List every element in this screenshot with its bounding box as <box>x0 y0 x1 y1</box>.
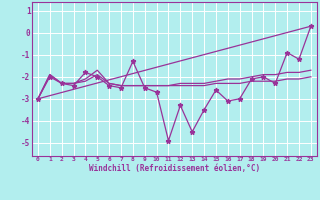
X-axis label: Windchill (Refroidissement éolien,°C): Windchill (Refroidissement éolien,°C) <box>89 164 260 173</box>
